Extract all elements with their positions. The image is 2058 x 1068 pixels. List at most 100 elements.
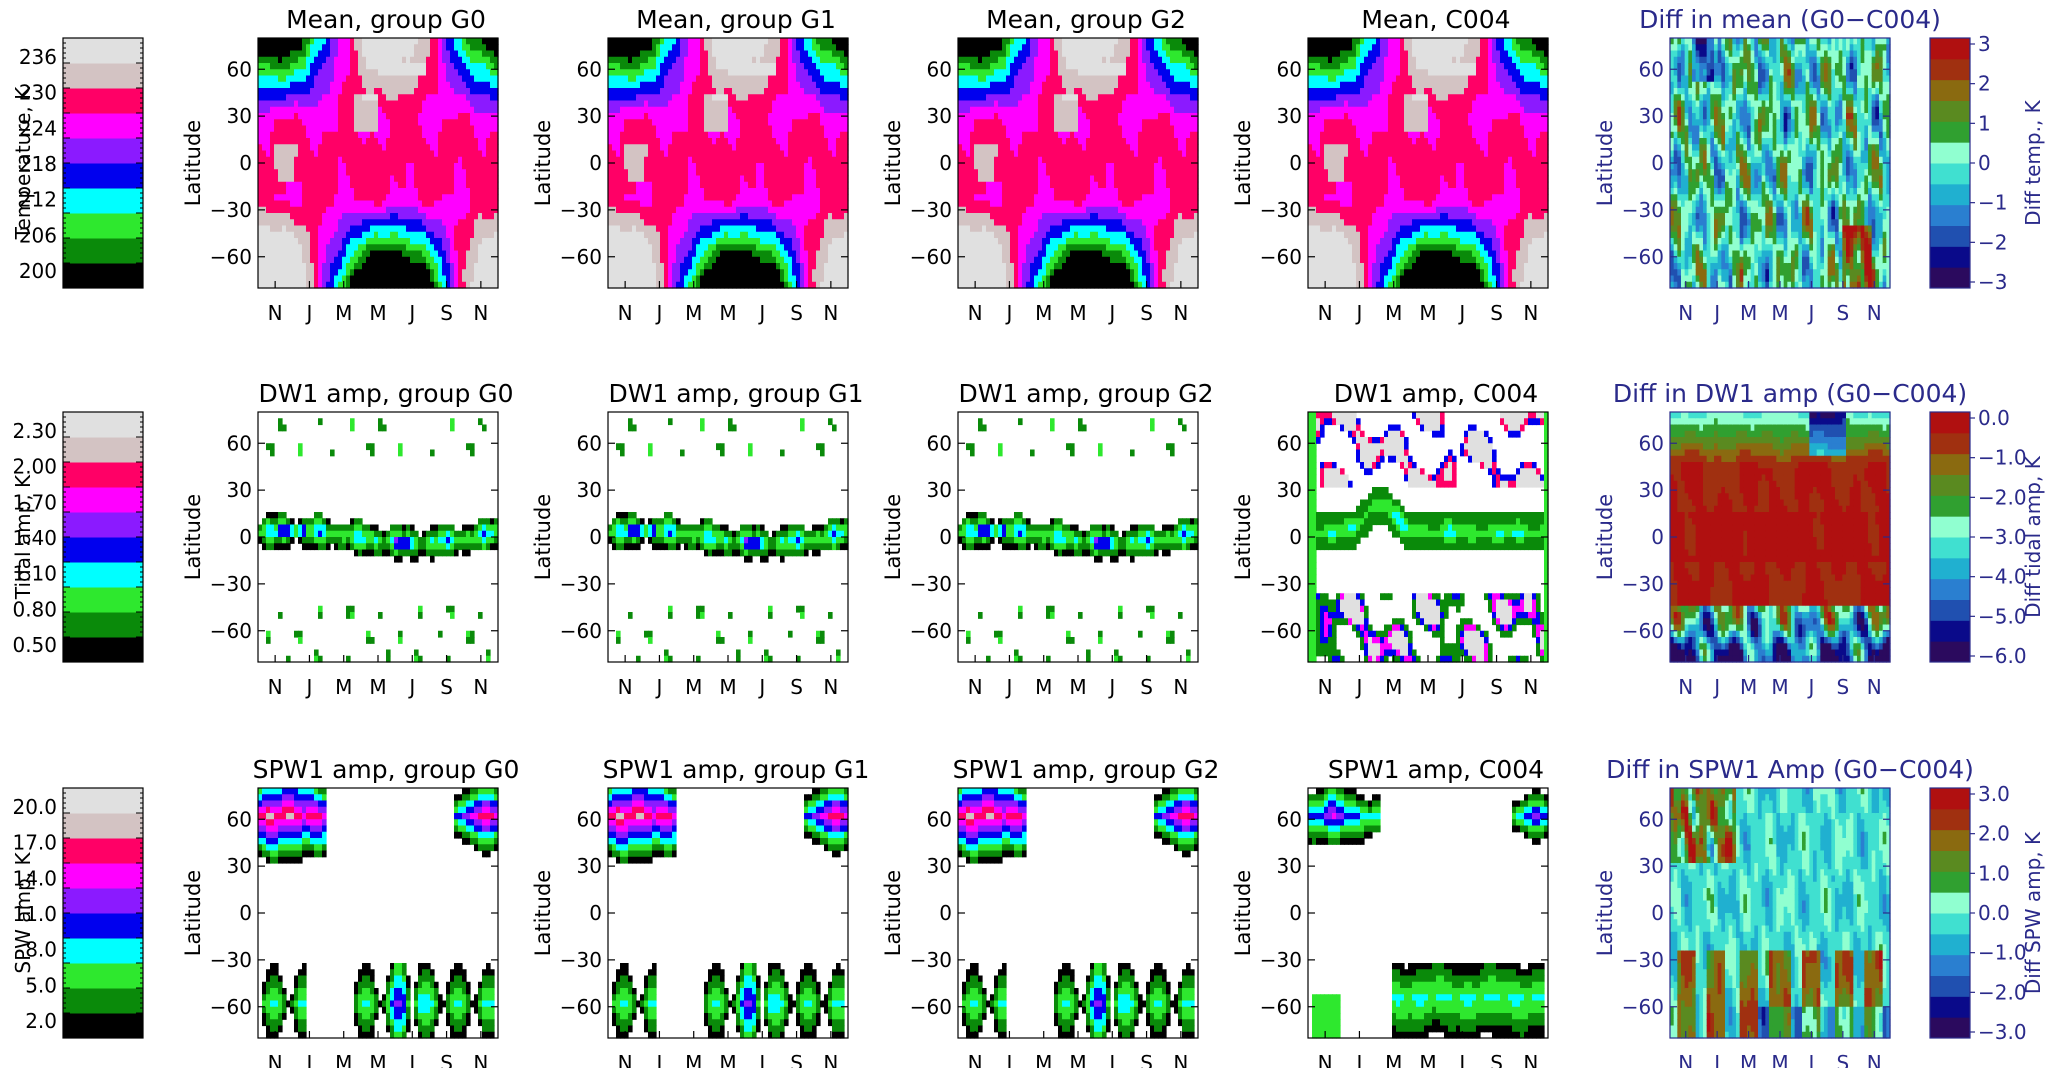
heatmap-cell <box>354 275 359 283</box>
heatmap-cell <box>302 275 307 283</box>
heatmap-cell <box>390 231 395 239</box>
heatmap-cell <box>262 250 267 258</box>
heatmap-cell <box>334 113 339 120</box>
heatmap-cell <box>776 113 781 120</box>
heatmap-cell <box>684 181 689 189</box>
heatmap-cell <box>446 200 451 208</box>
heatmap-cell <box>314 200 319 208</box>
heatmap-cell <box>286 269 291 277</box>
heatmap-cell <box>800 281 805 289</box>
heatmap-cell <box>680 131 685 139</box>
heatmap-cell <box>382 206 387 214</box>
heatmap-cell <box>354 225 359 233</box>
heatmap-cell <box>744 175 749 183</box>
heatmap-cell <box>286 106 291 114</box>
heatmap-cell <box>760 113 765 120</box>
heatmap-cell <box>616 94 621 102</box>
heatmap-cell <box>612 131 617 139</box>
heatmap-cell <box>608 63 613 70</box>
heatmap-cell <box>748 125 753 133</box>
heatmap-cell <box>378 94 383 102</box>
heatmap-cell <box>322 281 327 289</box>
heatmap-cell <box>374 169 379 177</box>
heatmap-cell <box>394 113 399 120</box>
heatmap-cell <box>442 275 447 283</box>
heatmap-cell <box>680 181 685 189</box>
heatmap-cell <box>326 69 331 77</box>
heatmap-cell <box>772 94 777 102</box>
heatmap-cell <box>672 250 677 258</box>
heatmap-cell <box>808 219 813 227</box>
heatmap-cell <box>708 263 713 270</box>
heatmap-cell <box>632 106 637 114</box>
heatmap-cell <box>458 169 463 177</box>
heatmap-cell <box>756 44 761 52</box>
heatmap-cell <box>812 244 817 252</box>
heatmap-cell <box>330 281 335 289</box>
heatmap-cell <box>788 125 793 133</box>
heatmap-cell <box>390 94 395 102</box>
heatmap-cell <box>390 175 395 183</box>
heatmap-cell <box>314 163 319 170</box>
heatmap-cell <box>390 194 395 202</box>
heatmap-cell <box>632 238 637 245</box>
heatmap-cell <box>696 225 701 233</box>
heatmap-cell <box>354 125 359 133</box>
heatmap-cell <box>466 50 471 58</box>
heatmap-cell <box>820 163 825 170</box>
heatmap-cell <box>406 44 411 52</box>
heatmap-cell <box>298 169 303 177</box>
heatmap-cell <box>816 69 821 77</box>
heatmap-cell <box>748 238 753 245</box>
heatmap-cell <box>628 100 633 108</box>
heatmap-cell <box>788 50 793 58</box>
heatmap-cell <box>796 275 801 283</box>
heatmap-cell <box>382 56 387 64</box>
heatmap-cell <box>270 244 275 252</box>
colorbar-tick-label: 218 <box>19 152 57 176</box>
heatmap-cell <box>274 244 279 252</box>
heatmap-cell <box>394 144 399 152</box>
heatmap-cell <box>462 100 467 108</box>
heatmap-cell <box>832 150 837 158</box>
heatmap-cell <box>438 275 443 283</box>
heatmap-cell <box>290 263 295 270</box>
heatmap-cell <box>410 225 415 233</box>
heatmap-cell <box>466 81 471 89</box>
heatmap-cell <box>314 63 319 70</box>
heatmap-cell <box>398 194 403 202</box>
heatmap-cell <box>792 94 797 102</box>
heatmap-cell <box>474 113 479 120</box>
heatmap-cell <box>812 194 817 202</box>
heatmap-cell <box>644 156 649 164</box>
heatmap-cell <box>406 119 411 127</box>
heatmap-cell <box>290 144 295 152</box>
heatmap-cell <box>406 156 411 164</box>
heatmap-cell <box>330 106 335 114</box>
heatmap-cell <box>322 144 327 152</box>
heatmap-cell <box>494 263 499 270</box>
heatmap-cell <box>450 144 455 152</box>
heatmap-cell <box>816 113 821 120</box>
heatmap-cell <box>342 138 347 145</box>
heatmap-cell <box>716 50 721 58</box>
heatmap-cell <box>430 88 435 95</box>
heatmap-cell <box>398 56 403 64</box>
heatmap-cell <box>494 75 499 83</box>
heatmap-cell <box>342 81 347 89</box>
heatmap-cell <box>696 244 701 252</box>
heatmap-cell <box>462 156 467 164</box>
heatmap-cell <box>672 88 677 95</box>
heatmap-cell <box>768 188 773 195</box>
heatmap-cell <box>800 244 805 252</box>
heatmap-cell <box>844 269 849 277</box>
heatmap-cell <box>664 144 669 152</box>
heatmap-cell <box>394 63 399 70</box>
heatmap-cell <box>676 181 681 189</box>
heatmap-cell <box>824 238 829 245</box>
heatmap-cell <box>664 63 669 70</box>
heatmap-cell <box>780 181 785 189</box>
heatmap-cell <box>732 156 737 164</box>
heatmap-cell <box>350 219 355 227</box>
heatmap-cell <box>418 250 423 258</box>
